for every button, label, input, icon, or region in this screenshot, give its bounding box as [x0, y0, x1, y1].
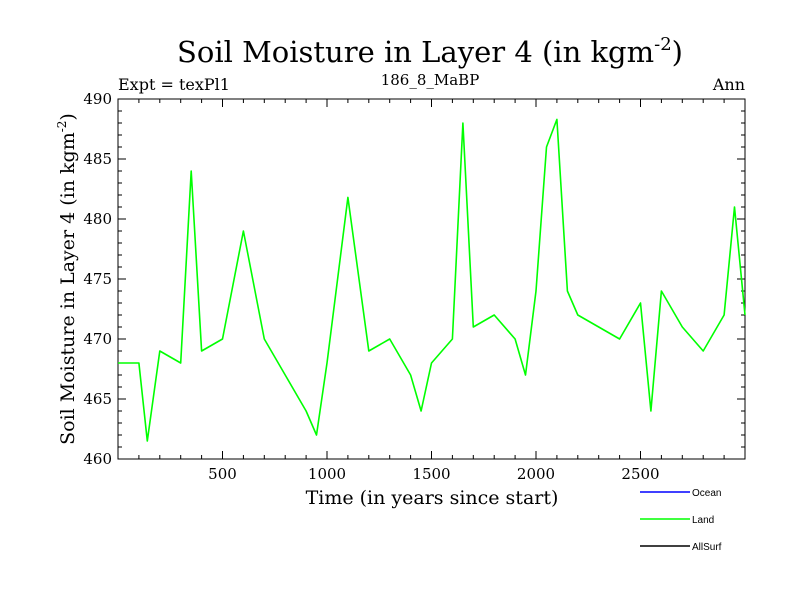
series-line-land — [118, 118, 746, 442]
legend-label-allsurf: AllSurf — [692, 542, 722, 553]
axis-ticks: 500 1000 1500 2000 2500 460 465 470 475 480 485 490 — [83, 90, 745, 483]
age-label: 186_8_MaBP — [381, 71, 480, 89]
legend-label-ocean: Ocean — [692, 488, 721, 499]
legend: Ocean Land AllSurf — [640, 488, 722, 553]
y-axis-label-main: Soil Moisture in Layer 4 (in kgm — [57, 132, 79, 445]
y-tick-label: 460 — [83, 450, 112, 468]
y-tick-label: 475 — [83, 270, 112, 288]
y-axis-label-sup: -2 — [55, 121, 69, 133]
x-tick-label: 2500 — [621, 465, 659, 483]
y-tick-label: 480 — [83, 210, 112, 228]
y-tick-label: 470 — [83, 330, 112, 348]
chart-title-close: ) — [672, 35, 683, 69]
chart-title-sup: -2 — [654, 34, 672, 55]
x-tick-label: 2000 — [517, 465, 555, 483]
y-tick-label: 490 — [83, 90, 112, 108]
x-tick-label: 500 — [208, 465, 237, 483]
chart-title-main: Soil Moisture in Layer 4 (in kgm — [177, 35, 654, 69]
y-tick-label: 485 — [83, 150, 112, 168]
legend-label-land: Land — [692, 515, 714, 526]
x-tick-label: 1000 — [308, 465, 346, 483]
x-tick-label: 1500 — [412, 465, 450, 483]
chart-title: Soil Moisture in Layer 4 (in kgm-2) — [177, 34, 683, 69]
period-label: Ann — [712, 75, 745, 94]
experiment-label: Expt = texPl1 — [118, 75, 230, 94]
x-axis-label: Time (in years since start) — [306, 487, 559, 509]
series-layer — [118, 118, 746, 442]
y-tick-label: 465 — [83, 390, 112, 408]
y-axis-label: Soil Moisture in Layer 4 (in kgm-2) — [55, 113, 79, 445]
y-axis-label-close: ) — [57, 113, 79, 120]
